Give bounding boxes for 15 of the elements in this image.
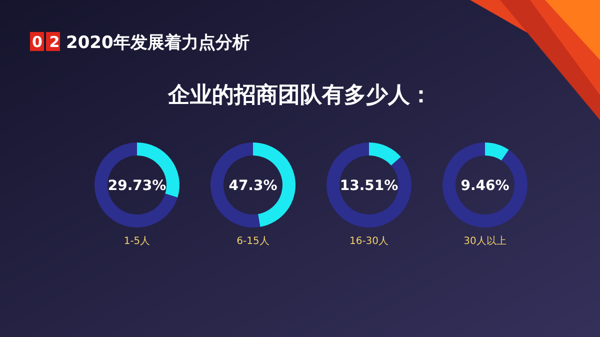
text: 16-30人 bbox=[349, 236, 389, 247]
donut-slice bbox=[485, 142, 509, 161]
text: 47.3% bbox=[228, 178, 278, 194]
donut-slice bbox=[369, 142, 401, 166]
text: 1-5人 bbox=[124, 236, 150, 247]
donut-slice bbox=[94, 142, 178, 228]
text: 6-15人 bbox=[236, 236, 270, 247]
text: 30人以上 bbox=[464, 235, 506, 247]
text: 9.46% bbox=[460, 178, 510, 194]
text: 2020年发展着力点分析 bbox=[66, 33, 250, 53]
donut-slice bbox=[326, 142, 412, 228]
text: 29.73% bbox=[108, 178, 166, 194]
donut-slice bbox=[442, 142, 528, 228]
text: 企业的招商团队有多少人： bbox=[167, 82, 432, 108]
text: 13.51% bbox=[340, 178, 398, 194]
